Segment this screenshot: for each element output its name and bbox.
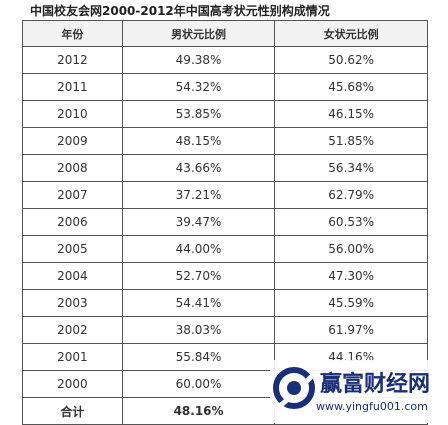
logo xyxy=(273,367,315,409)
cell: 44.00% xyxy=(121,235,276,263)
column-header: 女状元比例 xyxy=(274,20,428,47)
cell: 43.66% xyxy=(121,154,276,182)
cell: 46.15% xyxy=(274,100,428,128)
cell: 2001 xyxy=(22,343,123,371)
header-row: 年份 男状元比例 女状元比例 xyxy=(22,20,428,47)
cell: 50.62% xyxy=(274,46,428,74)
cell: 56.34% xyxy=(274,154,428,182)
watermark-url: www.yingfu001.com xyxy=(316,400,428,413)
cell: 52.70% xyxy=(121,262,276,290)
total-cell: 合计 xyxy=(22,397,123,425)
cell: 2000 xyxy=(22,370,123,398)
cell: 2002 xyxy=(22,316,123,344)
cell: 47.30% xyxy=(274,262,428,290)
cell: 45.68% xyxy=(274,73,428,101)
table-row: 2012 49.38% 50.62% xyxy=(22,46,428,74)
cell: 2004 xyxy=(22,262,123,290)
table-row: 2004 52.70% 47.30% xyxy=(22,262,428,290)
cell: 60.00% xyxy=(121,370,276,398)
cell: 2007 xyxy=(22,181,123,209)
table-row: 2007 37.21% 62.79% xyxy=(22,181,428,209)
table-row: 2009 48.15% 51.85% xyxy=(22,127,428,155)
cell: 2003 xyxy=(22,289,123,317)
table-row: 2008 43.66% 56.34% xyxy=(22,154,428,182)
cell: 54.41% xyxy=(121,289,276,317)
cell: 48.15% xyxy=(121,127,276,155)
cell: 51.85% xyxy=(274,127,428,155)
watermark: 赢富财经网 www.yingfu001.com xyxy=(270,360,448,423)
cell: 2005 xyxy=(22,235,123,263)
cell: 61.97% xyxy=(274,316,428,344)
cell: 39.47% xyxy=(121,208,276,236)
cell: 62.79% xyxy=(274,181,428,209)
table-body: 2012 49.38% 50.62% 2011 54.32% 45.68% 2010 53.8… xyxy=(22,46,428,425)
cell: 2006 xyxy=(22,208,123,236)
cell: 38.03% xyxy=(121,316,276,344)
watermark-name: 赢富财经网 xyxy=(320,372,431,397)
cell: 56.00% xyxy=(274,235,428,263)
cell: 53.85% xyxy=(121,100,276,128)
cell: 49.38% xyxy=(121,46,276,74)
cell: 45.59% xyxy=(274,289,428,317)
title: 中国校友会网2000-2012年中国高考状元性别构成情况 xyxy=(30,4,330,18)
table-row: 2006 39.47% 60.53% xyxy=(22,208,428,236)
table-row: 2005 44.00% 56.00% xyxy=(22,235,428,263)
cell: 2010 xyxy=(22,100,123,128)
table-row: 2010 53.85% 46.15% xyxy=(22,100,428,128)
cell: 37.21% xyxy=(121,181,276,209)
column-header: 男状元比例 xyxy=(121,20,276,47)
column-header: 年份 xyxy=(22,20,123,47)
total-cell: 48.16% xyxy=(121,397,276,425)
cell: 54.32% xyxy=(121,73,276,101)
cell: 2008 xyxy=(22,154,123,182)
data-table: 年份 男状元比例 女状元比例 2012 49.38% 50.62% 2011 54.32% 4… xyxy=(22,20,428,425)
cell: 55.84% xyxy=(121,343,276,371)
cell: 60.53% xyxy=(274,208,428,236)
cell: 2012 xyxy=(22,46,123,74)
cell: 2009 xyxy=(22,127,123,155)
table-row: 2003 54.41% 45.59% xyxy=(22,289,428,317)
table-row: 2011 54.32% 45.68% xyxy=(22,73,428,101)
table-row: 2002 38.03% 61.97% xyxy=(22,316,428,344)
cell: 2011 xyxy=(22,73,123,101)
